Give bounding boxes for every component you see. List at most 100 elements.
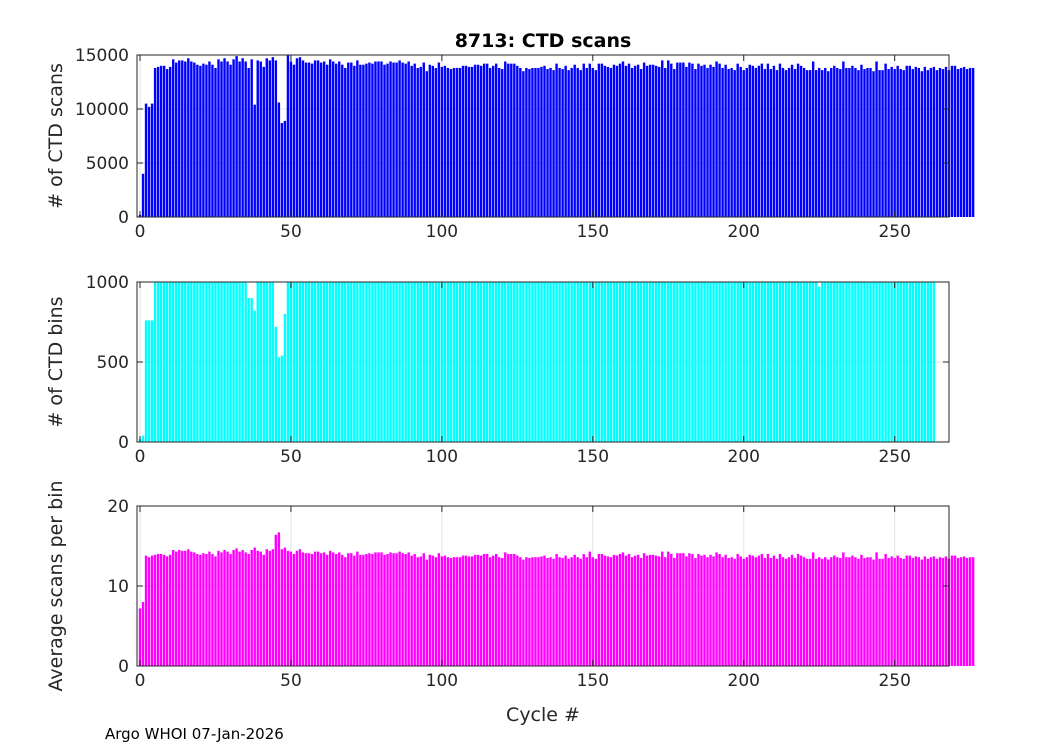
x-tick-label: 0 — [135, 447, 146, 467]
bar — [398, 282, 401, 442]
bar — [461, 555, 465, 666]
bar — [567, 70, 570, 218]
bar — [298, 549, 302, 666]
bar — [458, 282, 462, 442]
axes-box — [136, 54, 950, 218]
x-tick-label: 100 — [426, 671, 458, 691]
bar — [371, 282, 374, 442]
bar — [905, 282, 908, 442]
bar — [211, 282, 214, 442]
bar — [268, 282, 272, 442]
bar — [159, 554, 163, 666]
bar — [283, 547, 287, 666]
bar — [733, 558, 736, 666]
bar — [208, 61, 211, 218]
bar — [374, 552, 377, 666]
bar — [516, 282, 519, 442]
bar — [851, 555, 854, 666]
bar — [235, 548, 238, 666]
x-tick-label: 200 — [728, 447, 760, 467]
bar — [286, 55, 290, 217]
bar — [144, 103, 148, 217]
bar — [676, 62, 679, 218]
bar — [274, 60, 278, 218]
bar — [896, 282, 899, 442]
bar — [286, 282, 290, 442]
bar — [437, 62, 441, 218]
bar — [645, 282, 649, 442]
bar — [845, 67, 848, 218]
bar — [642, 282, 646, 442]
bar — [884, 63, 887, 217]
bar — [645, 555, 649, 666]
bar — [887, 558, 890, 666]
bar — [736, 282, 739, 442]
bar — [491, 555, 495, 666]
bar — [932, 282, 936, 442]
bar — [875, 61, 878, 218]
y-tick-label: 15000 — [75, 46, 129, 66]
bar — [410, 65, 413, 217]
bar — [495, 554, 498, 666]
bar — [165, 69, 169, 217]
bar — [205, 282, 208, 442]
bar — [763, 558, 767, 666]
bar — [356, 282, 359, 442]
bar — [920, 71, 924, 217]
bar — [510, 554, 513, 666]
bar — [790, 282, 794, 442]
bar — [229, 554, 232, 666]
bar — [721, 282, 724, 442]
bar — [289, 61, 293, 218]
bar — [802, 67, 806, 218]
bar — [211, 64, 214, 217]
bar — [214, 282, 217, 442]
bar — [691, 63, 694, 217]
bar — [138, 608, 142, 666]
bar — [156, 554, 160, 666]
bar — [377, 552, 380, 666]
x-tick-label: 50 — [280, 222, 302, 242]
bar — [923, 556, 927, 666]
bar — [271, 282, 275, 442]
bar — [464, 65, 468, 217]
bar — [639, 69, 643, 217]
bar — [633, 282, 637, 442]
bar — [612, 554, 616, 666]
bar — [824, 557, 827, 666]
bar — [425, 71, 428, 217]
bar — [428, 64, 432, 217]
bar — [558, 557, 561, 666]
bar — [721, 67, 724, 218]
bar — [241, 58, 244, 217]
bar — [181, 282, 184, 442]
bar — [419, 556, 422, 666]
bar — [313, 551, 317, 666]
bar — [546, 282, 549, 442]
bar — [923, 282, 927, 442]
bar — [736, 554, 739, 666]
bar — [304, 553, 308, 666]
bar — [781, 67, 785, 218]
bar — [685, 66, 688, 217]
bar — [223, 58, 226, 217]
bar — [238, 61, 241, 218]
bar — [422, 553, 425, 666]
bar — [914, 66, 917, 217]
bar — [495, 282, 498, 442]
bar — [392, 62, 395, 218]
bar — [932, 66, 936, 217]
bar — [959, 557, 963, 666]
bar — [754, 557, 758, 666]
x-tick-label: 250 — [878, 671, 910, 691]
bar — [344, 557, 347, 666]
bar — [911, 558, 914, 666]
bar — [597, 63, 601, 217]
bar — [537, 557, 540, 666]
bar — [398, 60, 401, 218]
bar — [748, 64, 751, 217]
bar — [467, 282, 471, 442]
bar — [842, 61, 845, 218]
bar — [175, 551, 178, 666]
bar — [615, 555, 619, 666]
